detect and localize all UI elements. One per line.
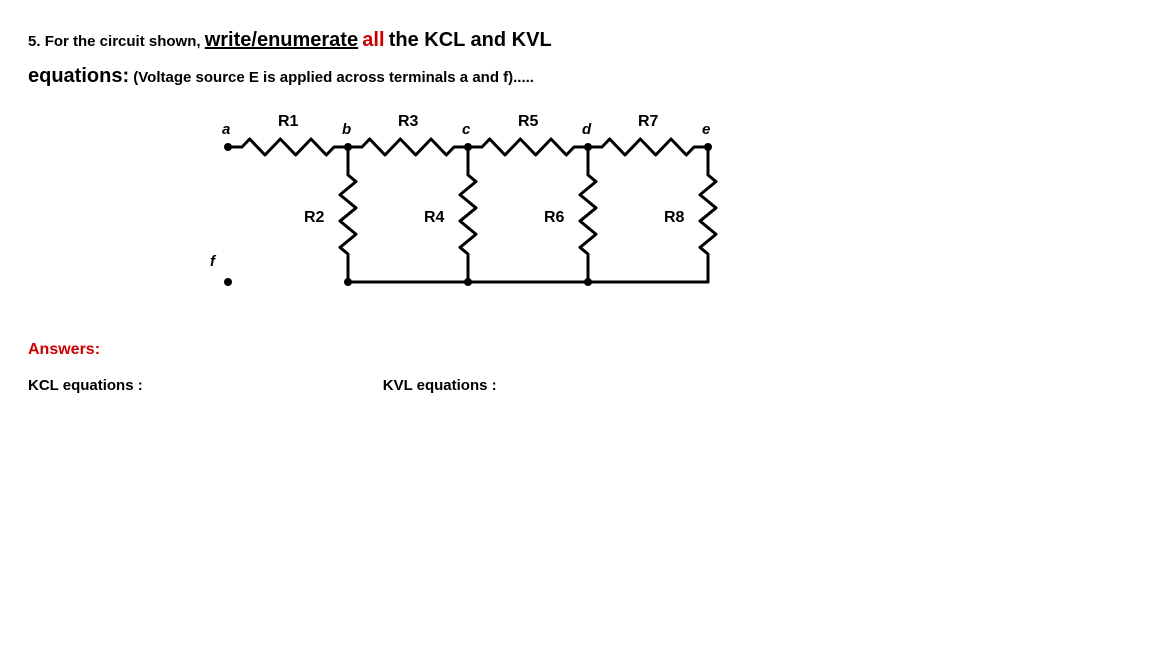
node-f [224,278,232,286]
resistor-R3 [348,139,468,155]
resistor-R5 [468,139,588,155]
q-line2a: equations: [28,65,129,87]
circuit-svg: R1 R3 R5 R7 R2 R4 R6 R8 a b c d e f [188,112,788,312]
nodelabel-f: f [210,253,217,270]
q-tail1: the KCL and KVL [389,29,552,51]
node-b [344,143,352,151]
kvl-label: KVL equations : [383,377,497,394]
node-d-bot [584,278,592,286]
label-R6: R6 [544,209,565,226]
label-R7: R7 [638,113,659,130]
q-num: 5. [28,33,41,50]
question-line-2: equations: (Voltage source E is applied … [28,60,1124,92]
nodelabel-c: c [462,121,471,138]
nodelabel-a: a [222,121,230,138]
label-R1: R1 [278,113,299,130]
label-R2: R2 [304,209,325,226]
q-emph: write/enumerate [205,29,358,51]
nodelabel-b: b [342,121,351,138]
q-all: all [362,29,384,51]
label-R5: R5 [518,113,539,130]
nodelabel-e: e [702,121,710,138]
node-b-bot [344,278,352,286]
kcl-label: KCL equations : [28,377,143,394]
node-c-bot [464,278,472,286]
resistor-R7 [588,139,708,155]
q-line2b: (Voltage source E is applied across term… [133,69,534,86]
nodelabel-d: d [582,121,592,138]
node-a [224,143,232,151]
q-lead: For the circuit shown, [45,33,205,50]
label-R4: R4 [424,209,445,226]
answers-heading: Answers: [28,341,1124,359]
resistor-R2 [340,147,356,282]
resistor-R1 [228,139,348,155]
equations-row: KCL equations : KVL equations : [28,377,1124,394]
node-c [464,143,472,151]
node-d [584,143,592,151]
question-line-1: 5. For the circuit shown, write/enumerat… [28,24,1124,56]
resistor-R6 [580,147,596,282]
label-R3: R3 [398,113,419,130]
circuit-diagram: R1 R3 R5 R7 R2 R4 R6 R8 a b c d e f [188,112,1124,317]
node-e [704,143,712,151]
label-R8: R8 [664,209,685,226]
resistor-R8 [700,147,716,282]
resistor-R4 [460,147,476,282]
